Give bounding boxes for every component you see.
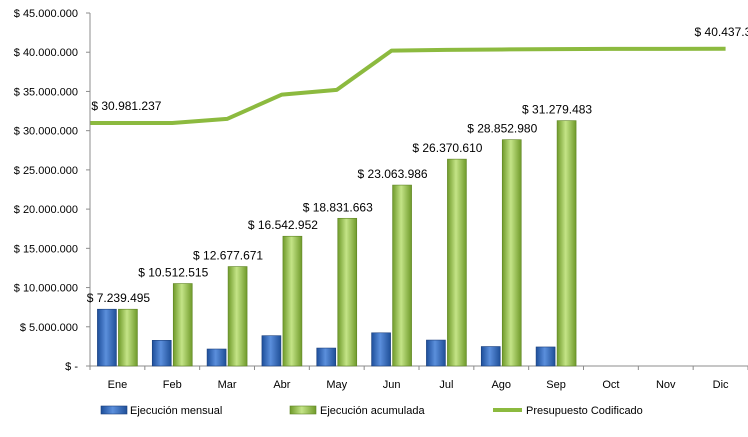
y-tick-label: $ - bbox=[65, 361, 78, 373]
cumulative-data-label: $ 16.542.952 bbox=[248, 218, 318, 232]
cumulative-data-label: $ 31.279.483 bbox=[522, 103, 592, 117]
y-tick-label: $ 25.000.000 bbox=[14, 165, 78, 177]
cumulative-data-label: $ 23.063.986 bbox=[358, 167, 428, 181]
legend-label-monthly: Ejecución mensual bbox=[130, 405, 222, 417]
y-tick-label: $ 5.000.000 bbox=[20, 322, 78, 334]
monthly-bar bbox=[151, 340, 172, 367]
x-tick-label: Jun bbox=[383, 379, 401, 391]
monthly-bar bbox=[261, 335, 282, 367]
cumulative-bar bbox=[227, 266, 248, 367]
cumulative-bar bbox=[337, 217, 358, 367]
cumulative-data-label: $ 28.852.980 bbox=[467, 122, 537, 136]
y-tick-label: $ 35.000.000 bbox=[14, 86, 78, 98]
x-tick-label: Ago bbox=[491, 379, 511, 391]
x-tick-label: Ene bbox=[108, 379, 128, 391]
monthly-bar bbox=[97, 308, 117, 367]
x-tick-label: May bbox=[326, 379, 347, 391]
budget-data-label: $ 30.981.237 bbox=[91, 99, 161, 113]
legend: Ejecución mensual Ejecución acumulada Pres… bbox=[100, 405, 643, 417]
cumulative-bar bbox=[556, 120, 577, 367]
y-tick-label: $ 40.000.000 bbox=[14, 47, 78, 59]
y-tick-label: $ 45.000.000 bbox=[14, 8, 78, 20]
x-tick-label: Abr bbox=[273, 379, 290, 391]
cumulative-bar bbox=[392, 184, 412, 367]
legend-label-cumulative: Ejecución acumulada bbox=[320, 405, 425, 417]
cumulative-bar bbox=[172, 283, 193, 367]
data-labels: $ 7.239.495 $ 10.512.515 $ 12.677.671 $ 16.… bbox=[87, 25, 748, 305]
budget-data-label: $ 40.437.356 bbox=[695, 25, 748, 39]
monthly-bar bbox=[426, 339, 446, 367]
bars bbox=[97, 120, 577, 367]
cumulative-bar bbox=[118, 308, 138, 367]
cumulative-bar bbox=[282, 235, 303, 367]
monthly-bar bbox=[316, 347, 337, 367]
monthly-bar bbox=[480, 346, 501, 367]
cumulative-bar bbox=[501, 139, 522, 367]
cumulative-bar bbox=[447, 158, 467, 367]
x-tick-label: Jul bbox=[439, 379, 453, 391]
budget-line-path bbox=[90, 46, 726, 125]
y-tick-label: $ 10.000.000 bbox=[14, 283, 78, 295]
legend-label-budget: Presupuesto Codificado bbox=[526, 405, 643, 417]
axes: $ - $ 5.000.000 $ 10.000.000 $ 15.000.000 $ … bbox=[14, 8, 748, 391]
x-tick-label: Mar bbox=[218, 379, 237, 391]
x-tick-label: Nov bbox=[656, 379, 676, 391]
cumulative-data-label: $ 12.677.671 bbox=[193, 249, 263, 263]
x-tick-label: Dic bbox=[713, 379, 729, 391]
monthly-bar bbox=[535, 346, 556, 367]
cumulative-data-label: $ 18.831.663 bbox=[303, 200, 373, 214]
y-tick-label: $ 15.000.000 bbox=[14, 243, 78, 255]
cumulative-data-label: $ 26.370.610 bbox=[412, 141, 482, 155]
monthly-bar bbox=[206, 348, 227, 367]
legend-swatch-cumulative bbox=[289, 405, 317, 415]
y-tick-label: $ 30.000.000 bbox=[14, 126, 78, 138]
monthly-bar bbox=[371, 332, 391, 367]
x-tick-label: Feb bbox=[163, 379, 182, 391]
x-tick-label: Sep bbox=[546, 379, 566, 391]
cumulative-data-label: $ 10.512.515 bbox=[138, 266, 208, 280]
x-tick-label: Oct bbox=[602, 379, 619, 391]
legend-swatch-monthly bbox=[100, 405, 128, 415]
cumulative-data-label: $ 7.239.495 bbox=[87, 291, 151, 305]
y-tick-label: $ 20.000.000 bbox=[14, 204, 78, 216]
budget-line bbox=[90, 46, 726, 125]
